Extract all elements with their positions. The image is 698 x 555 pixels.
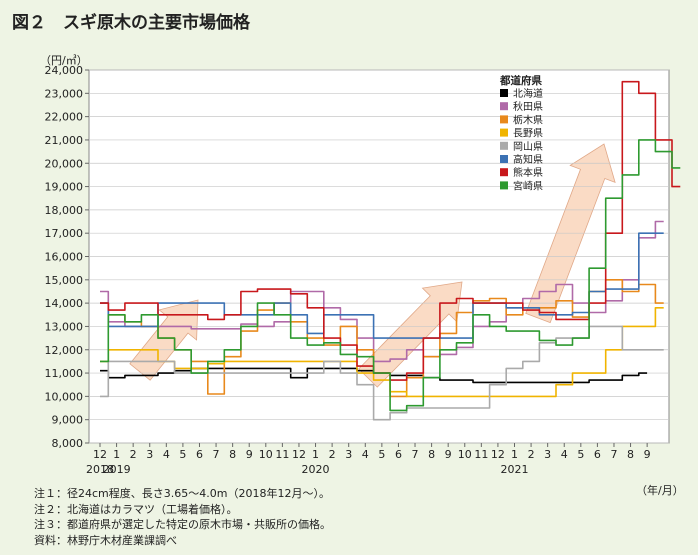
legend-swatch — [500, 128, 508, 137]
x-tick-label: 6 — [594, 448, 601, 461]
x-tick-label: 3 — [345, 448, 352, 461]
x-tick-label: 1 — [511, 448, 518, 461]
legend-swatch — [500, 181, 508, 190]
y-tick-label: 24,000 — [45, 64, 84, 77]
y-tick-label: 13,000 — [45, 320, 84, 333]
y-axis: 8,000 9,000 10,000 11,000 12,000 13,000 14,000… — [45, 64, 89, 450]
y-tick-label: 12,000 — [45, 344, 84, 357]
x-tick-label: 12 — [292, 448, 306, 461]
figure-title: 図２ スギ原木の主要市場価格 — [12, 13, 250, 33]
legend-label: 熊本県 — [513, 166, 543, 179]
x-tick-label: 10 — [259, 448, 273, 461]
year-label: 2021 — [501, 463, 529, 476]
x-tick-label: 1 — [113, 448, 120, 461]
x-tick-label: 8 — [428, 448, 435, 461]
x-tick-label: 3 — [544, 448, 551, 461]
x-tick-label: 7 — [213, 448, 220, 461]
legend-swatch — [500, 115, 508, 124]
y-tick-label: 21,000 — [45, 134, 84, 147]
y-tick-label: 11,000 — [45, 367, 84, 380]
x-tick-label: 12 — [93, 448, 107, 461]
y-tick-label: 10,000 — [45, 390, 84, 403]
legend-label: 高知県 — [513, 153, 543, 166]
x-tick-label: 7 — [412, 448, 419, 461]
x-tick-label: 12 — [491, 448, 505, 461]
series-line-6 — [100, 232, 664, 339]
y-tick-label: 19,000 — [45, 181, 84, 194]
legend-label: 北海道 — [513, 87, 543, 100]
y-tick-label: 20,000 — [45, 157, 84, 170]
note-source: 資料：林野庁木材産業課調べ — [34, 533, 177, 547]
x-tick-label: 2 — [130, 448, 137, 461]
legend-label: 岡山県 — [513, 141, 543, 153]
y-tick-label: 9,000 — [52, 414, 84, 427]
series-lines — [100, 80, 681, 421]
year-label: 2019 — [103, 463, 131, 476]
legend-title: 都道府県 — [499, 74, 542, 87]
x-tick-label: 5 — [378, 448, 385, 461]
y-tick-label: 17,000 — [45, 227, 84, 240]
note-2: 注２：北海道はカラマツ（工場着価格）。 — [34, 502, 238, 516]
x-tick-label: 1 — [312, 448, 319, 461]
notes: 注１：径24cm程度、長さ3.65～4.0m（2018年12月～）。 注２：北海… — [34, 486, 331, 548]
trend-arrow-1 — [129, 299, 199, 381]
note-3: 注３：都道府県が選定した特定の原木市場・共販所の価格。 — [34, 518, 331, 531]
x-tick-label: 4 — [362, 448, 369, 461]
legend-swatch — [500, 168, 508, 177]
x-tick-label: 11 — [275, 448, 289, 461]
x-tick-label: 10 — [458, 448, 472, 461]
x-tick-label: 6 — [196, 448, 203, 461]
note-1: 注１：径24cm程度、長さ3.65～4.0m（2018年12月～）。 — [34, 487, 330, 500]
y-tick-label: 15,000 — [45, 274, 84, 287]
x-tick-label: 7 — [610, 448, 617, 461]
legend-swatch — [500, 155, 508, 163]
x-tick-label: 3 — [146, 448, 153, 461]
series-line-8 — [100, 139, 681, 412]
series-line-4 — [100, 307, 664, 398]
legend-swatch — [500, 102, 508, 111]
x-tick-label: 2 — [329, 448, 336, 461]
y-tick-label: 14,000 — [45, 297, 84, 310]
x-tick-label: 11 — [474, 448, 488, 461]
legend-label: 宮崎県 — [513, 179, 543, 192]
x-tick-label: 5 — [179, 448, 186, 461]
legend-label: 栃木県 — [513, 113, 543, 126]
x-tick-label: 4 — [163, 448, 170, 461]
legend-swatch — [500, 141, 508, 150]
x-tick-label: 4 — [561, 448, 568, 461]
legend-swatch — [500, 89, 508, 97]
x-tick-label: 2 — [528, 448, 535, 461]
y-tick-label: 18,000 — [45, 204, 84, 217]
legend-label: 秋田県 — [513, 100, 543, 113]
year-label: 2020 — [302, 463, 330, 476]
x-tick-label: 9 — [445, 448, 452, 461]
x-tick-label: 9 — [644, 448, 651, 461]
x-tick-label: 8 — [229, 448, 236, 461]
y-tick-label: 22,000 — [45, 111, 84, 124]
legend-label: 長野県 — [513, 128, 543, 140]
y-tick-label: 8,000 — [52, 437, 84, 450]
x-axis-unit: （年/月） — [636, 484, 684, 497]
year-label: 2018 — [86, 463, 114, 476]
y-tick-label: 23,000 — [45, 87, 84, 100]
y-axis-unit: （円/㎥） — [40, 54, 88, 67]
x-tick-label: 9 — [246, 448, 253, 461]
x-tick-label: 6 — [395, 448, 402, 461]
x-axis: 12 1 2 3 4 5 6 7 8 9 10 11 12 1 2 3 4 5 6 7 8 9 10 11 12 1 2 3 4 5 6 7 8… — [86, 443, 651, 476]
y-tick-label: 16,000 — [45, 251, 84, 264]
x-tick-label: 5 — [577, 448, 584, 461]
x-tick-label: 8 — [627, 448, 634, 461]
